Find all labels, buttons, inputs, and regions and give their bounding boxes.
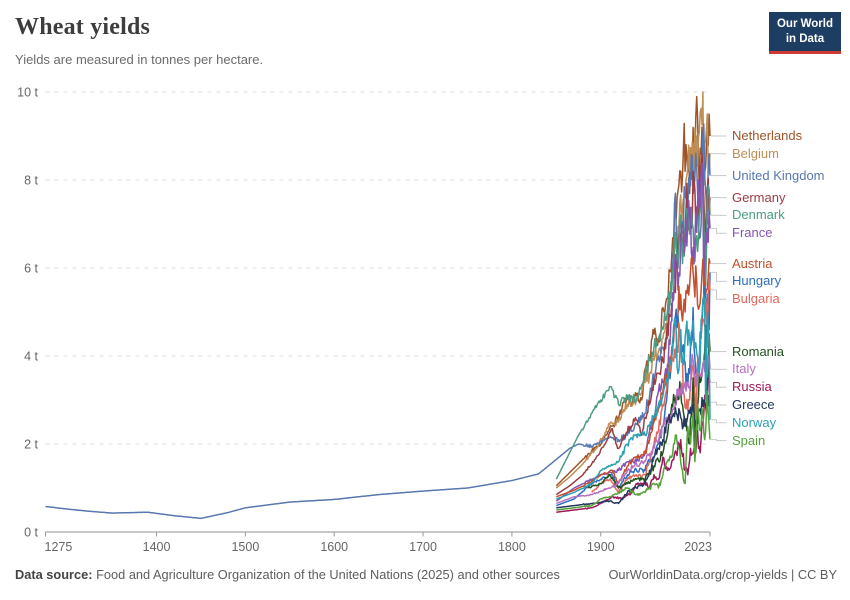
series-label-italy[interactable]: Italy — [732, 361, 756, 377]
owid-logo-line1: Our World — [776, 18, 833, 30]
label-leader-lines — [711, 135, 727, 442]
series-label-spain[interactable]: Spain — [732, 432, 766, 448]
leader-line-russia — [711, 381, 727, 388]
leader-line-hungary — [711, 271, 727, 282]
series-label-austria[interactable]: Austria — [732, 255, 773, 271]
leader-line-spain — [711, 439, 727, 442]
x-tick-label: 2023 — [684, 540, 712, 554]
series-line-greece[interactable] — [556, 393, 711, 509]
y-tick-label: 2 t — [24, 438, 38, 452]
y-tick-label: 6 t — [24, 262, 38, 276]
x-tick-label: 1500 — [231, 540, 259, 554]
series-line-norway[interactable] — [556, 294, 711, 500]
series-line-italy[interactable] — [556, 353, 711, 505]
x-axis: 1275 1400 1500 1600 1700 1800 1900 2023 — [45, 532, 712, 554]
leader-line-bulgaria — [711, 289, 727, 300]
series-label-bulgaria[interactable]: Bulgaria — [732, 291, 780, 307]
series-label-greece[interactable]: Greece — [732, 397, 775, 412]
series-line-united-kingdom[interactable] — [45, 123, 711, 520]
chart-footer: Data source: Food and Agriculture Organi… — [15, 567, 837, 582]
data-source-text: Food and Agriculture Organization of the… — [96, 567, 560, 582]
x-tick-label: 1600 — [320, 540, 348, 554]
series-label-belgium[interactable]: Belgium — [732, 145, 779, 161]
x-tick-label: 1400 — [143, 540, 171, 554]
chart-subtitle: Yields are measured in tonnes per hectar… — [15, 52, 264, 67]
series-label-denmark[interactable]: Denmark — [732, 207, 785, 223]
x-tick-label: 1800 — [498, 540, 526, 554]
y-tick-label: 0 t — [24, 526, 38, 540]
leader-line-norway — [711, 419, 727, 424]
series-lines — [45, 91, 711, 520]
series-line-france[interactable] — [555, 162, 711, 502]
y-axis: 0 t 2 t 4 t 6 t 8 t 10 t — [17, 86, 38, 540]
leader-line-greece — [711, 401, 727, 406]
series-line-russia[interactable] — [556, 377, 711, 513]
series-line-spain[interactable] — [556, 390, 711, 511]
y-tick-label: 4 t — [24, 350, 38, 364]
data-source-label: Data source: — [15, 567, 93, 582]
page-title: Wheat yields — [15, 14, 151, 40]
series-label-russia[interactable]: Russia — [732, 379, 772, 395]
owid-logo[interactable]: Our World in Data — [768, 12, 841, 54]
x-tick-label: 1900 — [587, 540, 615, 554]
series-line-austria[interactable] — [556, 256, 711, 498]
x-tick-label: 1700 — [409, 540, 437, 554]
series-label-hungary[interactable]: Hungary — [732, 273, 782, 289]
y-tick-label: 8 t — [24, 174, 38, 188]
series-label-romania[interactable]: Romania — [732, 343, 785, 359]
x-tick-label: 1275 — [45, 540, 73, 554]
y-tick-label: 10 t — [17, 86, 38, 100]
data-source-note: Data source: Food and Agriculture Organi… — [15, 567, 560, 582]
series-label-netherlands[interactable]: Netherlands — [732, 128, 803, 143]
leader-line-france — [711, 227, 727, 234]
owid-logo-line2: in Data — [785, 32, 825, 45]
footer-link[interactable]: OurWorldinData.org/crop-yields | CC BY — [608, 567, 837, 582]
series-label-france[interactable]: France — [732, 225, 773, 241]
series-label-norway[interactable]: Norway — [732, 414, 777, 430]
series-label-germany[interactable]: Germany — [732, 189, 786, 205]
series-label-united-kingdom[interactable]: United Kingdom — [732, 167, 825, 183]
